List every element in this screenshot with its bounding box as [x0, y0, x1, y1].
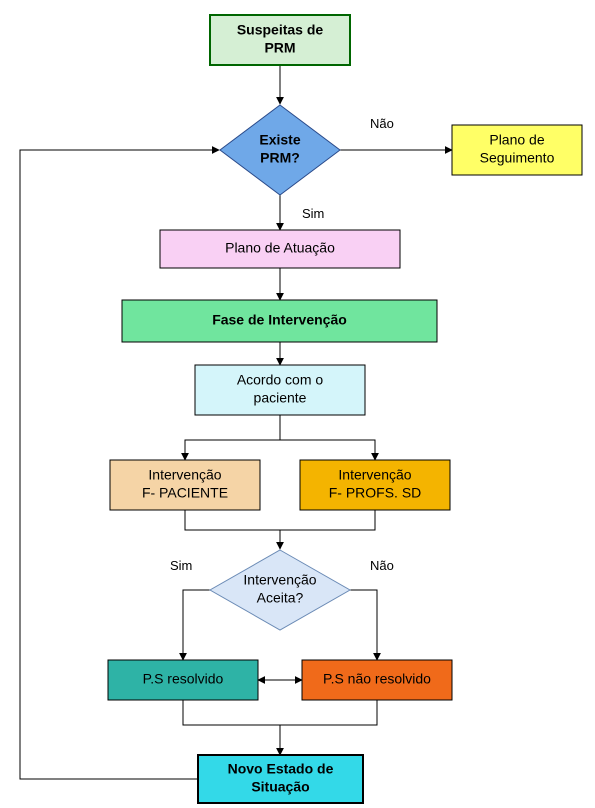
svg-text:Suspeitas de: Suspeitas de	[237, 22, 324, 38]
svg-text:PRM: PRM	[264, 40, 295, 56]
svg-text:Existe: Existe	[259, 132, 300, 148]
svg-text:P.S não resolvido: P.S não resolvido	[323, 671, 431, 687]
svg-text:Fase de Intervenção: Fase de Intervenção	[212, 312, 347, 328]
svg-text:Seguimento: Seguimento	[480, 150, 555, 166]
svg-text:Intervenção: Intervenção	[243, 572, 316, 588]
svg-text:PRM?: PRM?	[260, 150, 300, 166]
svg-text:Situação: Situação	[251, 779, 309, 795]
svg-text:Intervenção: Intervenção	[148, 467, 221, 483]
edge-label-nao2: Não	[370, 558, 394, 573]
svg-text:Plano de: Plano de	[489, 132, 544, 148]
edge-label-nao1: Não	[370, 116, 394, 131]
edge-label-sim2: Sim	[170, 558, 192, 573]
svg-text:Novo Estado de: Novo Estado de	[228, 761, 334, 777]
svg-text:Aceita?: Aceita?	[257, 590, 304, 606]
svg-text:Acordo com o: Acordo com o	[237, 372, 324, 388]
svg-text:F- PACIENTE: F- PACIENTE	[142, 485, 228, 501]
edge-label-sim1: Sim	[302, 206, 324, 221]
svg-text:F- PROFS. SD: F- PROFS. SD	[329, 485, 422, 501]
svg-text:paciente: paciente	[254, 390, 307, 406]
svg-text:Intervenção: Intervenção	[338, 467, 411, 483]
svg-text:P.S resolvido: P.S resolvido	[143, 671, 224, 687]
svg-text:Plano de Atuação: Plano de Atuação	[225, 240, 335, 256]
